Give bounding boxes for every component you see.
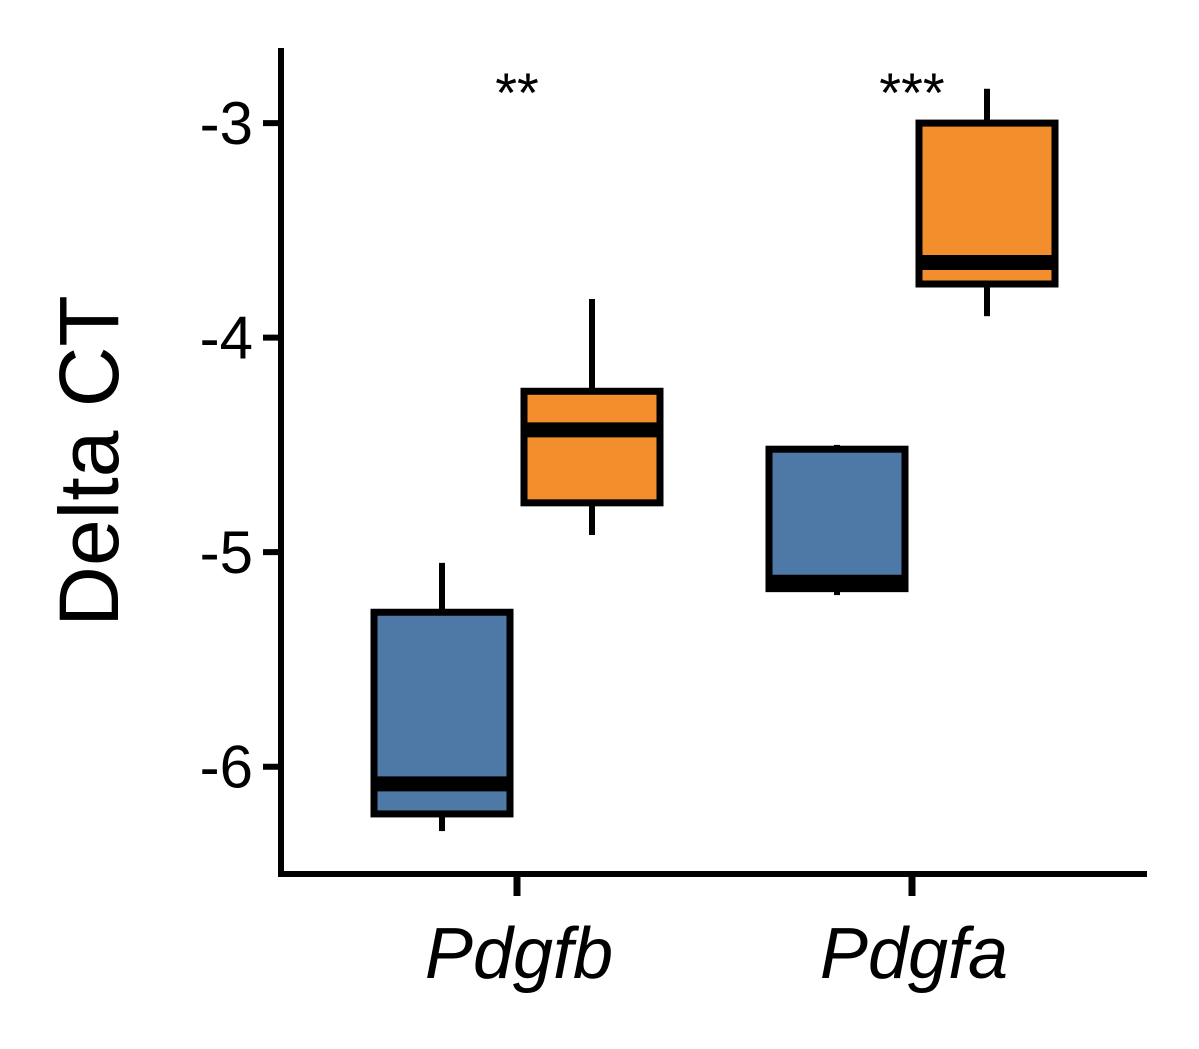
significance-annotations: ** *** [495, 61, 944, 124]
box-body [765, 445, 909, 593]
x-category-label: Pdgfa [820, 914, 1008, 994]
y-tick-label: -3 [200, 90, 253, 157]
boxes-group [370, 88, 1059, 832]
y-tick-label: -6 [200, 734, 253, 801]
y-axis-title: Delta CT [42, 295, 136, 626]
x-ticks-group: Pdgfb Pdgfa [425, 874, 1008, 994]
y-tick-label: -5 [200, 519, 253, 586]
axes-group [278, 48, 1147, 877]
significance-label: ** [495, 61, 539, 124]
box-glyph [915, 88, 1059, 317]
box-glyph [370, 562, 514, 832]
y-tick-label: -4 [200, 305, 253, 372]
box-body [520, 387, 664, 507]
y-ticks-group: -6 -5 -4 -3 [200, 90, 281, 801]
x-category-label: Pdgfb [425, 914, 613, 994]
box-glyph [765, 444, 909, 596]
significance-label: *** [879, 61, 944, 124]
box-glyph [520, 299, 664, 536]
